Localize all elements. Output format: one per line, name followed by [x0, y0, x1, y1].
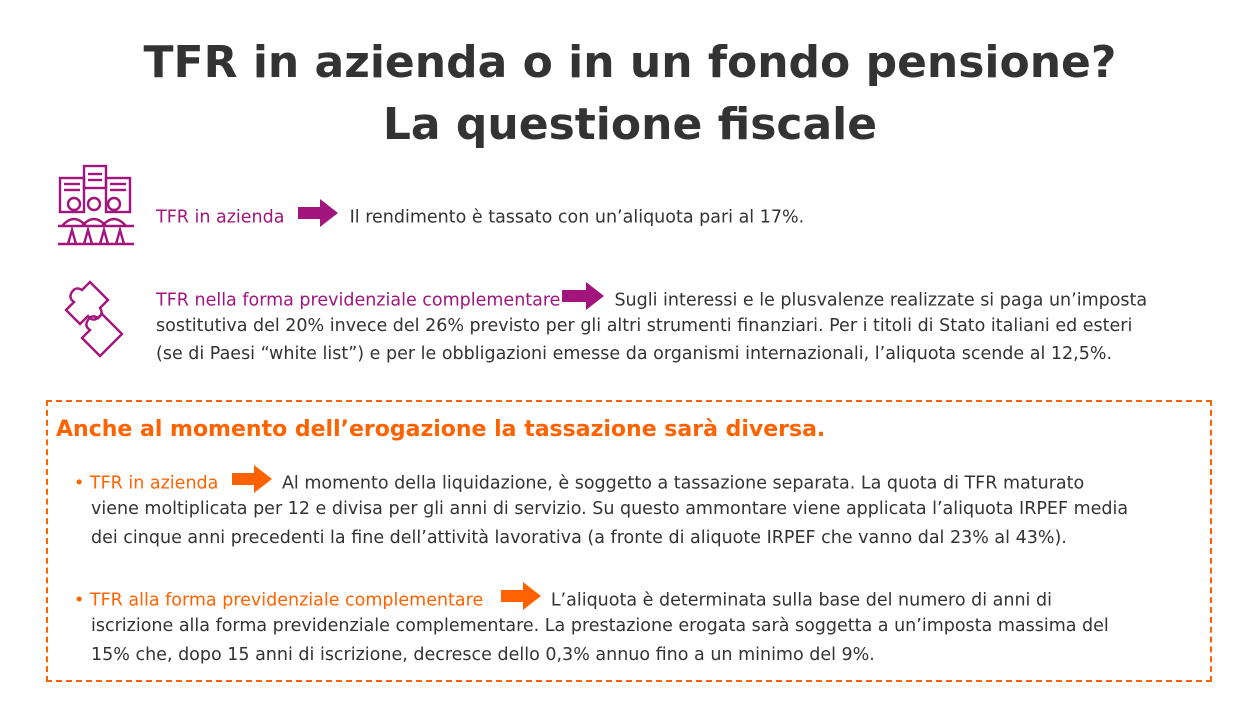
- page-title: TFR in azienda o in un fondo pensione? L…: [0, 32, 1260, 156]
- title-line-1: TFR in azienda o in un fondo pensione?: [143, 37, 1117, 88]
- arrow-right-icon: [298, 199, 339, 236]
- section2-line-1-row: TFR nella forma previdenziale complement…: [156, 282, 1147, 319]
- section1-text: Il rendimento è tassato con un’aliquota …: [349, 207, 805, 228]
- section2-line-2: sostitutiva del 20% invece del 26% previ…: [156, 316, 1133, 336]
- section2-label: TFR nella forma previdenziale complement…: [156, 290, 561, 311]
- section2-line-3: (se di Paesi “white list”) e per le obbl…: [156, 344, 1113, 364]
- section2-line-1: Sugli interessi e le plusvalenze realizz…: [614, 290, 1148, 311]
- box-item-1-label: TFR in azienda: [89, 473, 219, 494]
- box-item-1-line-2: viene moltiplicata per 12 e divisa per g…: [91, 499, 1129, 519]
- arrow-right-icon: [231, 465, 272, 502]
- box-item-2-line-1-row: • TFR alla forma previdenziale complemen…: [74, 582, 1052, 619]
- puzzle-pieces-icon: [62, 278, 128, 362]
- section1-label: TFR in azienda: [156, 207, 285, 228]
- box-item-1-line-1: Al momento della liquidazione, è soggett…: [281, 473, 1085, 494]
- company-building-icon: [54, 164, 138, 250]
- bullet-icon: •: [74, 473, 85, 494]
- box-item-2-line-1: L’aliquota è determinata sulla base del …: [550, 590, 1052, 611]
- box-item-2-label: TFR alla forma previdenziale complementa…: [89, 590, 484, 611]
- taxation-at-payout-box: [46, 400, 1212, 682]
- arrow-right-icon: [562, 282, 605, 319]
- title-line-2: La questione fiscale: [382, 99, 878, 150]
- bullet-icon: •: [74, 590, 85, 611]
- arrow-right-icon: [500, 582, 541, 619]
- box-item-1-line-3: dei cinque anni precedenti la fine dell’…: [91, 528, 1067, 548]
- section1-row: TFR in azienda Il rendimento è tassato c…: [156, 199, 804, 236]
- box-item-2-line-2: iscrizione alla forma previdenziale comp…: [91, 616, 1109, 636]
- box-item-2-line-3: 15% che, dopo 15 anni di iscrizione, dec…: [91, 645, 875, 665]
- box-title: Anche al momento dell’erogazione la tass…: [56, 417, 826, 442]
- box-item-1-line-1-row: • TFR in azienda Al momento della liquid…: [74, 465, 1084, 502]
